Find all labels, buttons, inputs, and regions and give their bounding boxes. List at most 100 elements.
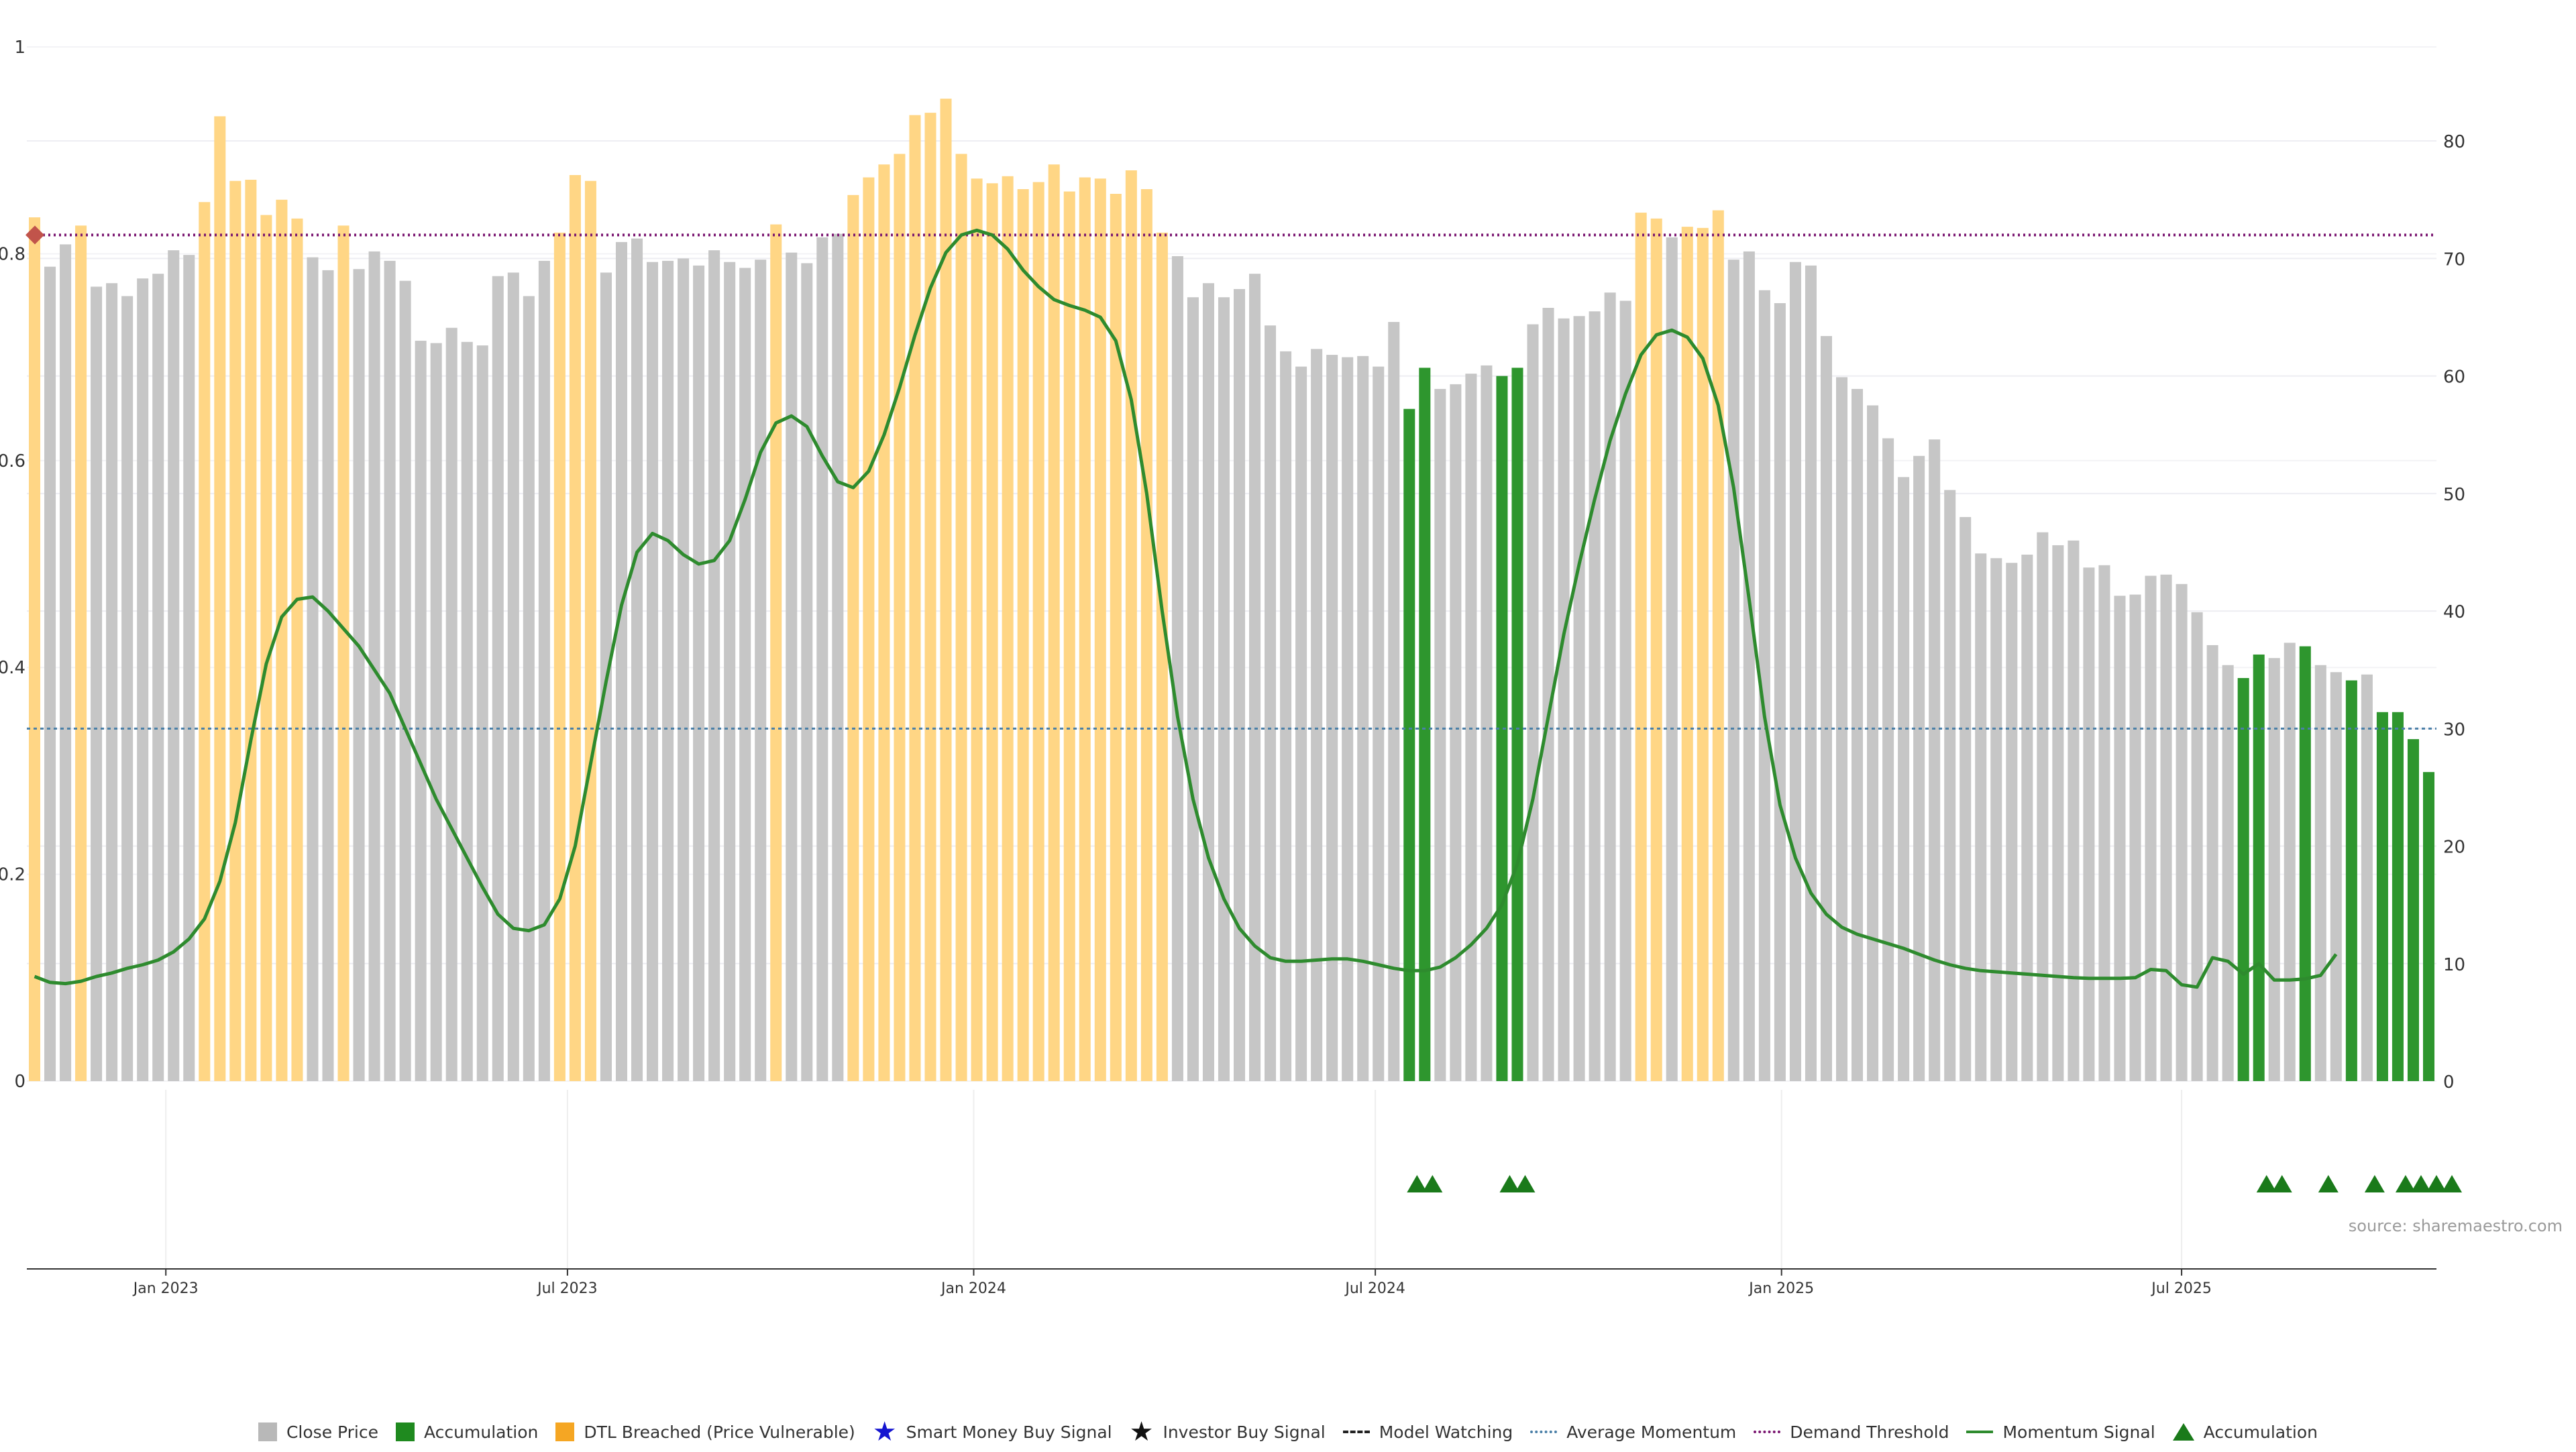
x-tick-label: Jan 2024 <box>940 1280 1006 1297</box>
price-bar <box>260 215 272 1082</box>
price-bar <box>476 345 488 1081</box>
price-bar <box>863 177 875 1082</box>
price-bar <box>507 272 519 1081</box>
right-tick-label: 20 <box>2443 838 2465 858</box>
price-bar <box>75 225 87 1081</box>
legend: Close Price Accumulation DTL Breached (Pri… <box>0 1412 2576 1452</box>
price-bar <box>1063 191 1075 1081</box>
price-bar <box>1048 164 1060 1081</box>
price-bar <box>940 99 952 1082</box>
price-bar <box>2145 575 2157 1081</box>
price-bar <box>1481 365 1493 1081</box>
price-bar <box>1311 349 1323 1081</box>
legend-line-icon <box>1966 1431 1994 1433</box>
right-tick-label: 60 <box>2443 368 2465 388</box>
price-bar <box>1434 388 1446 1081</box>
price-bar <box>1789 262 1801 1082</box>
legend-item: Accumulation <box>2172 1422 2318 1442</box>
left-tick-label: 1 <box>14 38 25 58</box>
accumulation-triangle-icon <box>2410 1175 2431 1192</box>
price-bar <box>1898 477 1910 1081</box>
price-bars <box>28 99 2435 1082</box>
legend-label: DTL Breached (Price Vulnerable) <box>584 1422 855 1442</box>
price-bar <box>1017 189 1029 1081</box>
price-bar <box>1187 297 1199 1081</box>
price-bar <box>1233 288 1246 1082</box>
price-bar <box>1094 178 1106 1082</box>
price-bar <box>1712 210 1724 1081</box>
price-bar <box>415 341 427 1082</box>
price-bar <box>1249 274 1261 1082</box>
price-bar <box>2392 712 2404 1081</box>
price-bar <box>1079 177 1091 1082</box>
accumulation-triangle-icon <box>2395 1175 2416 1192</box>
price-bar <box>2083 567 2095 1081</box>
price-bar <box>1944 490 1956 1081</box>
price-bar <box>1867 405 1879 1081</box>
left-tick-label: 0.2 <box>0 865 25 885</box>
right-tick-label: 10 <box>2443 955 2465 975</box>
price-bar <box>569 174 581 1081</box>
price-bar <box>44 266 56 1081</box>
price-bar <box>1681 227 1693 1082</box>
price-bar <box>2237 677 2249 1081</box>
price-bar <box>2052 545 2064 1081</box>
price-bar <box>1496 376 1508 1081</box>
price-bar <box>60 244 72 1081</box>
price-bar <box>307 257 319 1081</box>
price-bar <box>1403 408 1415 1081</box>
price-bar <box>1573 316 1585 1081</box>
price-bar <box>1202 283 1214 1082</box>
price-bar <box>786 252 798 1082</box>
price-bar <box>1805 265 1817 1081</box>
price-bar <box>986 183 998 1081</box>
price-bar <box>1357 355 1369 1082</box>
legend-label: Model Watching <box>1379 1422 1513 1442</box>
price-bar <box>2330 672 2342 1081</box>
price-bar <box>337 225 350 1081</box>
right-tick-label: 50 <box>2443 485 2465 505</box>
left-tick-label: 0 <box>14 1072 25 1092</box>
demand-marker-icon <box>25 225 44 245</box>
price-bar <box>955 154 967 1082</box>
price-bar <box>2268 658 2280 1081</box>
accumulation-triangle-icon <box>2426 1175 2447 1192</box>
x-tick-label: Jan 2023 <box>132 1280 199 1297</box>
price-bar <box>924 113 936 1081</box>
price-bar <box>1619 300 1631 1081</box>
price-bar <box>909 115 921 1081</box>
gridlines <box>27 46 2436 1269</box>
price-bar <box>2422 772 2435 1081</box>
price-bar <box>368 251 380 1081</box>
legend-square-icon <box>396 1422 415 1441</box>
price-bar <box>1110 194 1122 1082</box>
right-tick-label: 70 <box>2443 249 2465 270</box>
price-bar <box>1542 308 1554 1082</box>
legend-label: Accumulation <box>2203 1422 2318 1442</box>
price-bar <box>2191 612 2203 1081</box>
right-tick-label: 0 <box>2443 1072 2455 1093</box>
price-bar <box>492 276 504 1082</box>
price-bar <box>739 268 751 1082</box>
price-bar <box>1373 366 1385 1081</box>
price-bar <box>724 262 736 1082</box>
price-bar <box>1280 351 1292 1081</box>
price-bar <box>678 258 690 1082</box>
legend-item: ★ Smart Money Buy Signal <box>873 1418 1112 1445</box>
price-bar <box>2176 583 2188 1081</box>
price-bar <box>1295 366 1307 1081</box>
price-bar <box>584 180 596 1082</box>
price-bar <box>2068 540 2080 1081</box>
price-bar <box>106 283 118 1082</box>
price-bar <box>1419 368 1431 1081</box>
price-bar <box>91 286 103 1081</box>
reference-lines <box>25 225 2436 730</box>
price-bar <box>553 232 566 1081</box>
price-bar <box>816 237 828 1082</box>
price-bar <box>1265 325 1277 1082</box>
price-bar <box>214 116 226 1082</box>
x-tick-label: Jan 2025 <box>1748 1280 1814 1297</box>
price-bar <box>755 260 767 1081</box>
left-tick-label: 0.8 <box>0 244 25 264</box>
price-bar <box>430 343 442 1081</box>
